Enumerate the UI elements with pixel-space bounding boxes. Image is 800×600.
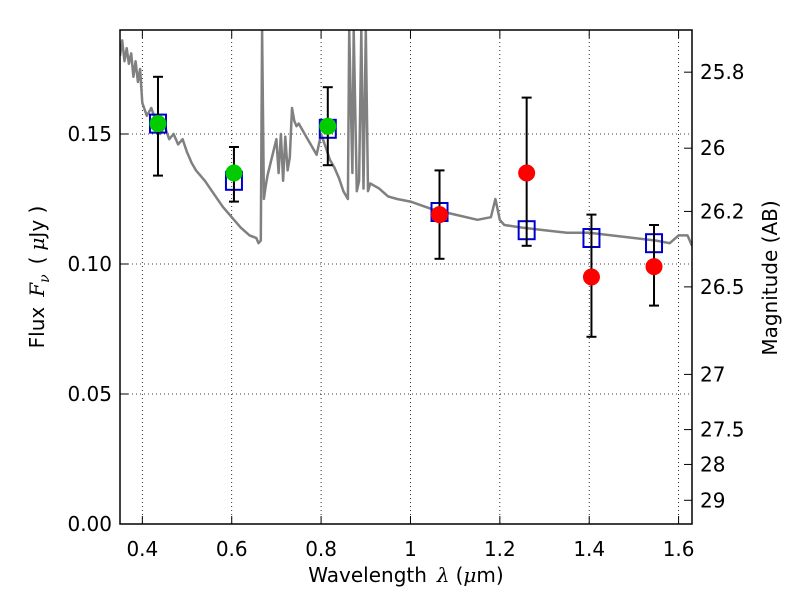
model-spectrum-line (120, 30, 692, 247)
mag-tick-label: 26.2 (700, 199, 745, 223)
y-tick-label: 0.05 (67, 382, 112, 406)
x-tick-label: 1.4 (573, 537, 605, 561)
x-tick-label: 0.6 (216, 537, 248, 561)
nir-detections-point (582, 268, 600, 286)
nir-detections-point (518, 164, 536, 182)
mag-tick-label: 27.5 (700, 418, 745, 442)
y-tick-label: 0.00 (67, 512, 112, 536)
x-tick-label: 1.6 (663, 537, 695, 561)
mag-tick-label: 25.8 (700, 60, 745, 84)
x-tick-label: 1 (404, 537, 417, 561)
optical-detections-point (149, 115, 167, 133)
markers (148, 75, 664, 338)
nir-detections-point (645, 258, 663, 276)
optical-detections-point (319, 117, 337, 135)
x-axis-label: Wavelength λ (μm) (308, 563, 503, 587)
y-tick-label: 0.15 (67, 122, 112, 146)
y-axis-label: FluxFν(μJy ) (25, 206, 53, 349)
plot-area (120, 30, 692, 247)
right-axis-label: Magnitude (AB) (758, 200, 782, 355)
y-tick-label: 0.10 (67, 252, 112, 276)
ticks: 0.4 0.6 0.8 1 1.2 1.4 1.6 0.00 0.05 0.10 0.15 25.8 2… (67, 30, 745, 561)
plot-frame (119, 29, 693, 525)
grid (120, 30, 692, 525)
x-tick-label: 0.4 (126, 537, 158, 561)
nir-detections-point (431, 206, 449, 224)
mag-tick-label: 28 (700, 452, 725, 476)
optical-detections-point (225, 164, 243, 182)
mag-tick-label: 26 (700, 136, 725, 160)
x-tick-label: 0.8 (305, 537, 337, 561)
mag-tick-label: 27 (700, 362, 725, 386)
x-tick-label: 1.2 (484, 537, 516, 561)
mag-tick-label: 26.5 (700, 275, 745, 299)
mag-tick-label: 29 (700, 488, 725, 512)
